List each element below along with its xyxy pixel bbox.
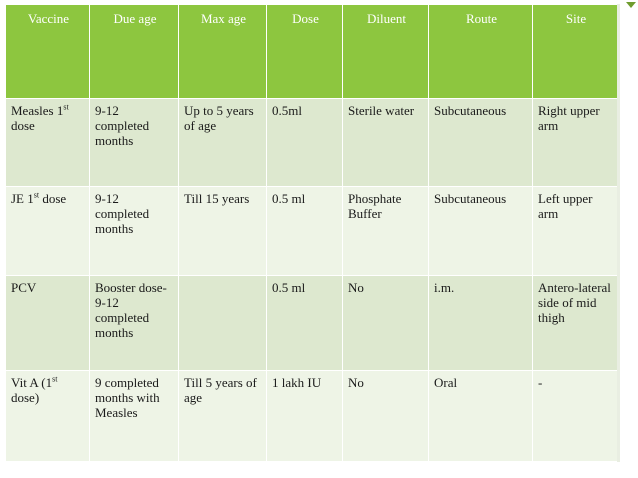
vaccine-schedule-table: Vaccine Due age Max age Dose Diluent Rou… [5,4,618,463]
cell-due-age: Booster dose- 9-12 completed months [89,274,179,371]
cell-dose: 0.5ml [266,98,343,187]
cell-vaccine: JE 1st dose [5,185,90,276]
cell-vaccine: Measles 1st dose [5,98,90,187]
header-dose: Dose [266,4,343,99]
vaccine-ordinal: st [33,190,40,200]
header-max-age: Max age [178,4,267,99]
vaccine-name: PCV [11,279,37,295]
vaccine-suffix: dose) [11,389,40,405]
cell-route: Oral [428,369,533,463]
cell-vaccine: PCV [5,274,90,371]
table-row: Vit A (1st dose) 9 completed months with… [5,369,618,463]
table-row: PCV Booster dose- 9-12 completed months … [5,274,618,371]
header-vaccine: Vaccine [5,4,90,99]
cell-max-age: Till 5 years of age [178,369,267,463]
header-due-age: Due age [89,4,179,99]
cell-due-age: 9-12 completed months [89,98,179,187]
cell-site: Left upper arm [532,185,618,276]
cell-site: Antero-lateral side of mid thigh [532,274,618,371]
cell-due-age: 9-12 completed months [89,185,179,276]
table-row: JE 1st dose 9-12 completed months Till 1… [5,185,618,276]
cell-max-age: Till 15 years [178,185,267,276]
cell-diluent: Phosphate Buffer [342,185,429,276]
vaccine-name: Measles 1 [11,103,64,118]
vaccine-suffix: dose [11,118,35,133]
cell-due-age: 9 completed months with Measles [89,369,179,463]
cell-site: Right upper arm [532,98,618,187]
cell-vaccine: Vit A (1st dose) [5,369,90,463]
vaccine-ordinal: st [52,374,58,384]
cell-dose: 1 lakh IU [266,369,343,463]
header-site: Site [532,4,618,99]
header-route: Route [428,4,533,99]
cell-max-age [178,274,267,371]
cell-diluent: No [342,369,429,463]
vaccine-suffix: dose [39,190,67,206]
header-diluent: Diluent [342,4,429,99]
cell-dose: 0.5 ml [266,185,343,276]
corner-arrow-icon [626,2,636,10]
cell-diluent: Sterile water [342,98,429,187]
table-header-row: Vaccine Due age Max age Dose Diluent Rou… [5,4,618,99]
cell-route: i.m. [428,274,533,371]
vaccine-name: JE 1 [11,190,34,206]
cell-diluent: No [342,274,429,371]
cell-dose: 0.5 ml [266,274,343,371]
vaccine-ordinal: st [63,102,69,112]
cell-route: Subcutaneous [428,98,533,187]
cell-site: - [532,369,618,463]
side-divider [617,4,620,462]
table-row: Measles 1st dose 9-12 completed months U… [5,98,618,187]
vaccine-name: Vit A (1 [11,374,53,390]
cell-max-age: Up to 5 years of age [178,98,267,187]
cell-route: Subcutaneous [428,185,533,276]
